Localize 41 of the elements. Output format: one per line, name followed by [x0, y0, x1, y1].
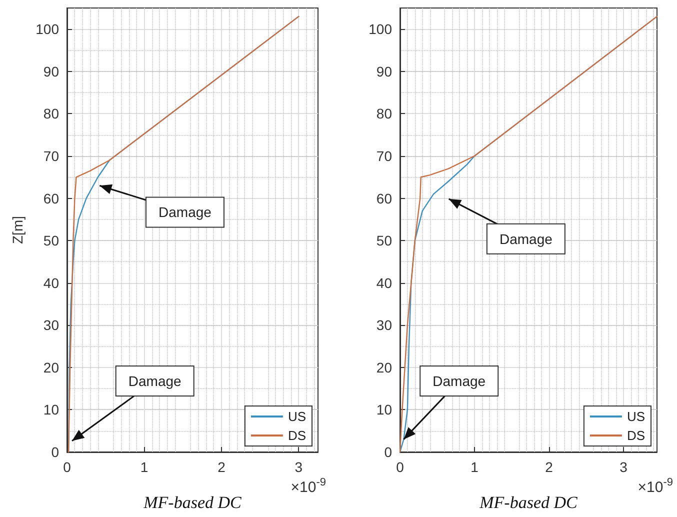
x-axis-title: MF-based DC: [142, 493, 242, 512]
x-tick-label: 3: [294, 459, 303, 475]
x-tick-label: 0: [396, 459, 404, 475]
y-tick-label: 80: [376, 106, 392, 122]
annotation: Damage: [128, 372, 182, 389]
y-tick-label: 70: [43, 148, 60, 164]
y-tick-label: 0: [384, 444, 392, 460]
y-tick-label: 100: [368, 21, 392, 38]
y-tick-label: 10: [376, 402, 392, 418]
y-tick-label: 100: [36, 21, 60, 38]
annotation: Damage: [432, 372, 486, 389]
y-tick-label: 40: [43, 274, 60, 291]
y-tick-label: 50: [43, 232, 60, 249]
y-tick-label: 60: [376, 190, 392, 206]
y-tick-label: 0: [51, 444, 60, 460]
y-tick-label: 60: [43, 190, 60, 206]
x-tick-label: 0: [63, 459, 72, 475]
legend-label: US: [626, 409, 646, 424]
y-tick-label: 20: [43, 359, 60, 376]
y-tick-label: 30: [43, 317, 60, 334]
y-tick-label: 90: [376, 63, 392, 80]
legend-label: DS: [288, 428, 306, 443]
legend-label: US: [288, 409, 306, 424]
annotation: Damage: [158, 204, 212, 220]
y-tick-label: 70: [376, 148, 392, 164]
y-tick-label: 40: [376, 274, 392, 291]
x-tick-label: 3: [620, 459, 628, 475]
y-tick-label: 80: [43, 106, 60, 122]
y-tick-label: 20: [376, 359, 392, 376]
x-tick-label: 1: [470, 459, 479, 475]
annotation: Damage: [499, 230, 553, 247]
y-tick-label: 50: [376, 232, 392, 249]
y-axis-title: Z[m]: [10, 216, 26, 244]
legend-label: DS: [626, 428, 646, 443]
x-tick-label: 1: [140, 459, 148, 475]
y-tick-label: 30: [376, 317, 392, 334]
y-tick-label: 90: [43, 63, 60, 80]
y-tick-label: 10: [43, 402, 60, 418]
x-tick-label: 2: [545, 459, 554, 475]
x-tick-label: 2: [218, 459, 226, 475]
x-axis-title: MF-based DC: [478, 493, 578, 512]
